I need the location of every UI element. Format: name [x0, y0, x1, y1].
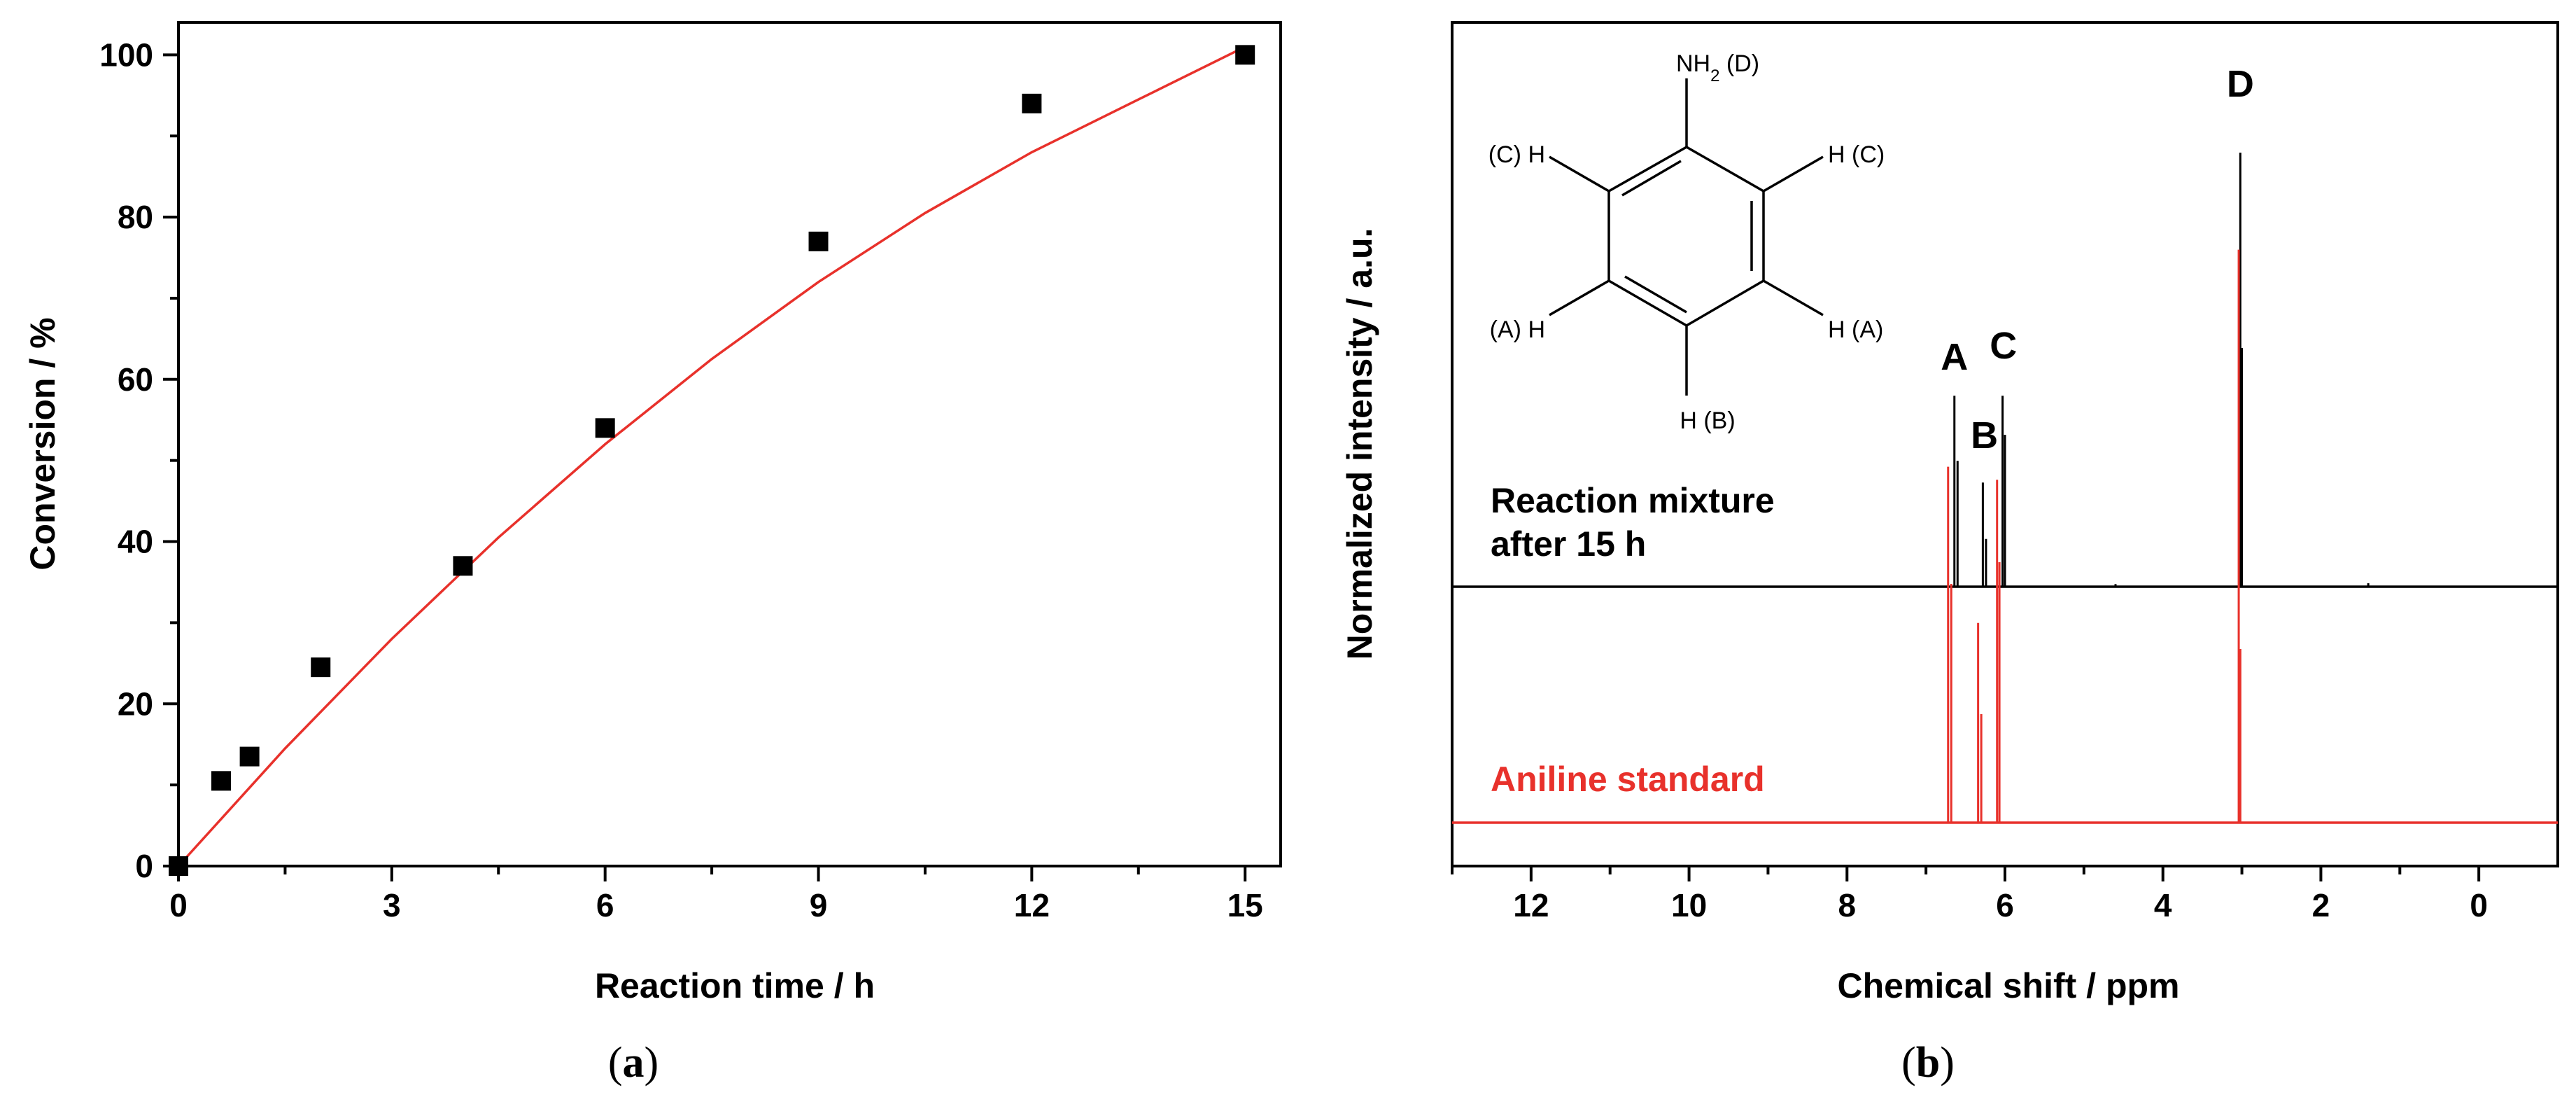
x-axis-title-b: Chemical shift / ppm: [1838, 966, 2180, 1005]
h-b-label: H (B): [1680, 407, 1735, 434]
y-tick-label: 40: [118, 524, 153, 560]
peak-label-d: D: [2227, 63, 2254, 105]
y-tick-label: 60: [118, 361, 153, 398]
double-bond-inner: [1621, 160, 1682, 197]
data-point: [595, 418, 615, 438]
ring-bond: [1686, 279, 1764, 327]
y-axis-title-b: Normalized intensity / a.u.: [1340, 228, 1379, 660]
data-point: [1022, 93, 1042, 113]
y-tick-label: 100: [99, 36, 153, 73]
plot-frame-a: [177, 21, 1282, 867]
x-tick-label: 2: [2312, 887, 2330, 923]
x-tick-label: 0: [2470, 887, 2488, 923]
peak-label-a: A: [1941, 336, 1968, 378]
trace-label-reaction: Reaction mixture after 15 h: [1491, 481, 1785, 564]
panel-label-a: (a): [608, 1039, 659, 1087]
substituent-bond: [1549, 155, 1610, 193]
x-tick-label: 12: [1014, 887, 1050, 923]
substituent-bond: [1763, 279, 1824, 316]
data-point: [311, 657, 331, 678]
fit-curve: [177, 46, 1246, 867]
y-tick-label: 80: [118, 199, 153, 235]
ring-bond: [1608, 146, 1687, 193]
panel-label-b: (b): [1901, 1039, 1955, 1087]
x-tick-label: 9: [810, 887, 828, 923]
x-tick-label: 0: [169, 887, 188, 923]
x-tick-label: 3: [383, 887, 401, 923]
data-points-group: [169, 45, 1255, 876]
h-a-right-label: H (A): [1828, 316, 1883, 343]
ring-bond: [1686, 146, 1764, 193]
h-c-right-label: H (C): [1828, 141, 1885, 168]
nmr-traces-group: [1452, 153, 2558, 824]
x-axis-ticks-b: 12 10 8 6 4 2 0: [1451, 866, 2488, 923]
y-axis-title-a: Conversion / %: [23, 317, 62, 570]
double-bond-inner: [1624, 275, 1687, 314]
x-tick-label: 4: [2154, 887, 2172, 923]
x-tick-label: 6: [596, 887, 614, 923]
x-tick-label: 10: [1671, 887, 1707, 923]
peak-labels-group: AB C D: [1941, 63, 2254, 456]
nh2-label: NH2 (D): [1676, 50, 1759, 85]
panel-b-nmr-spectrum: 12 10 8 6 4 2 0 AB C D NH2 (D) (C) H H (C) (A) H…: [1340, 21, 2559, 1087]
x-tick-label: 15: [1227, 887, 1263, 923]
y-axis-ticks-a: 0 20 40 60 80 100: [99, 36, 178, 884]
fit-curve-group: [177, 46, 1246, 867]
x-tick-label: 6: [1996, 887, 2014, 923]
x-axis-ticks-a: 0 3 6 9 12 15: [169, 866, 1263, 923]
y-tick-label: 0: [135, 848, 153, 884]
data-point: [808, 231, 829, 251]
trace-label-reaction-line2: after 15 h: [1491, 524, 1646, 564]
aniline-structure: NH2 (D) (C) H H (C) (A) H H (A) H (B): [1488, 50, 1885, 434]
data-point: [211, 771, 231, 791]
x-tick-label: 8: [1838, 887, 1856, 923]
ring-bond: [1608, 279, 1687, 327]
substituent-bond: [1763, 155, 1824, 193]
y-tick-label: 20: [118, 685, 153, 722]
x-tick-label: 12: [1513, 887, 1549, 923]
trace-label-standard: Aniline standard: [1491, 760, 1765, 799]
h-a-left-label: (A) H: [1490, 316, 1545, 343]
substituent-bond: [1549, 279, 1610, 316]
h-c-left-label: (C) H: [1488, 141, 1545, 168]
data-point: [453, 556, 473, 576]
data-point: [1235, 45, 1255, 65]
x-axis-title-a: Reaction time / h: [595, 966, 875, 1005]
data-point: [239, 746, 260, 767]
peak-label-c: C: [1990, 325, 2017, 367]
peak-label-b: B: [1971, 414, 1998, 456]
data-point: [169, 856, 188, 876]
trace-label-reaction-line1: Reaction mixture: [1491, 481, 1775, 520]
